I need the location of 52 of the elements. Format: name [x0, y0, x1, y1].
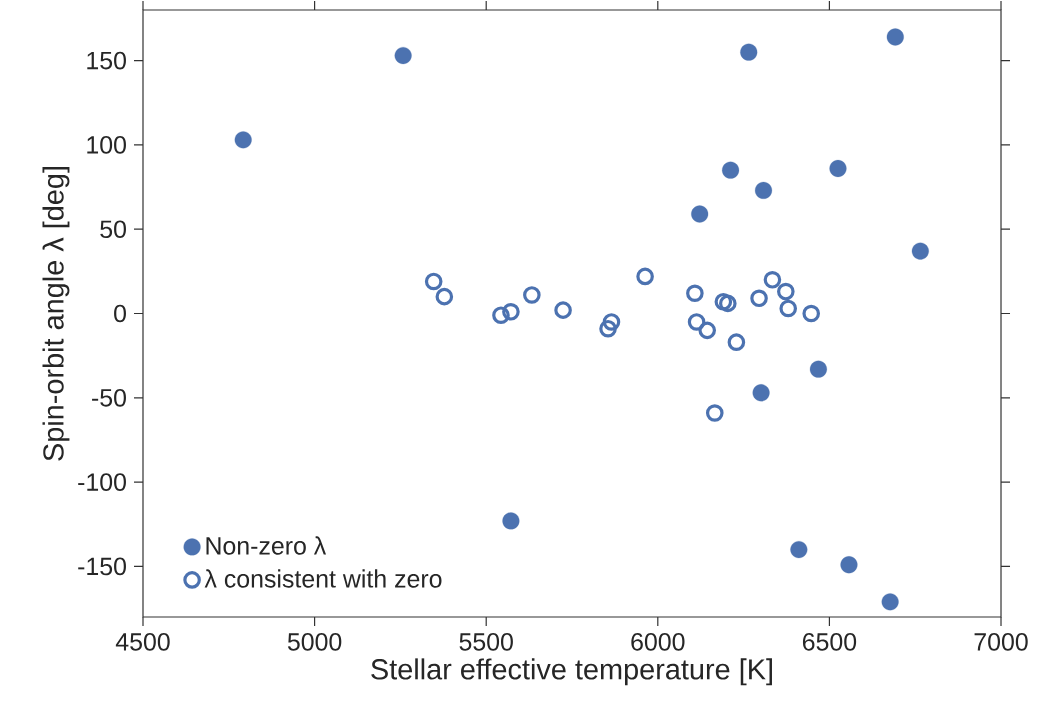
point — [435, 287, 454, 306]
point — [554, 301, 572, 319]
point — [740, 43, 758, 61]
x-tick-label: 4500 — [115, 633, 170, 651]
y-tick-label: 0 — [114, 304, 126, 323]
point — [829, 159, 847, 178]
point — [394, 47, 412, 65]
x-tick-label: 7000 — [974, 633, 1028, 651]
x-tick-label: 6000 — [631, 633, 685, 651]
point — [686, 284, 704, 303]
y-tick-label: 50 — [100, 220, 126, 239]
point — [714, 292, 733, 311]
y-tick-label: -50 — [92, 389, 126, 407]
legend-label: λ consistent with zero — [204, 569, 442, 588]
point — [777, 282, 795, 301]
y-tick-label: -100 — [78, 473, 126, 491]
point — [911, 242, 929, 260]
point — [840, 556, 858, 574]
point — [809, 360, 827, 378]
y-tick-label: -150 — [78, 557, 126, 576]
point — [502, 512, 520, 530]
point — [727, 333, 746, 351]
point — [502, 303, 520, 321]
point — [691, 205, 709, 223]
point — [881, 593, 899, 611]
point — [602, 313, 621, 331]
x-tick-label: 5500 — [459, 633, 513, 651]
point — [636, 267, 654, 286]
point — [492, 306, 510, 324]
point — [790, 541, 808, 559]
point — [763, 270, 782, 289]
x-tick-label: 5000 — [287, 633, 342, 651]
point — [234, 131, 252, 149]
point — [523, 286, 541, 304]
point — [599, 319, 617, 338]
point — [424, 272, 443, 291]
point — [779, 299, 798, 318]
y-axis-title: Spin-orbit angle λ [deg] — [42, 167, 70, 461]
legend-label: Non-zero λ — [206, 536, 327, 555]
point — [687, 313, 706, 331]
point — [752, 384, 770, 402]
point — [722, 161, 740, 179]
point — [750, 289, 768, 308]
point — [886, 28, 904, 46]
x-axis-title: Stellar effective temperature [K] — [371, 658, 772, 686]
point — [754, 181, 773, 199]
point — [698, 321, 717, 340]
point — [705, 404, 724, 422]
x-tick-label: 6500 — [802, 633, 857, 651]
y-tick-label: 100 — [87, 136, 126, 154]
point — [802, 304, 821, 323]
y-tick-label: 150 — [87, 51, 126, 70]
